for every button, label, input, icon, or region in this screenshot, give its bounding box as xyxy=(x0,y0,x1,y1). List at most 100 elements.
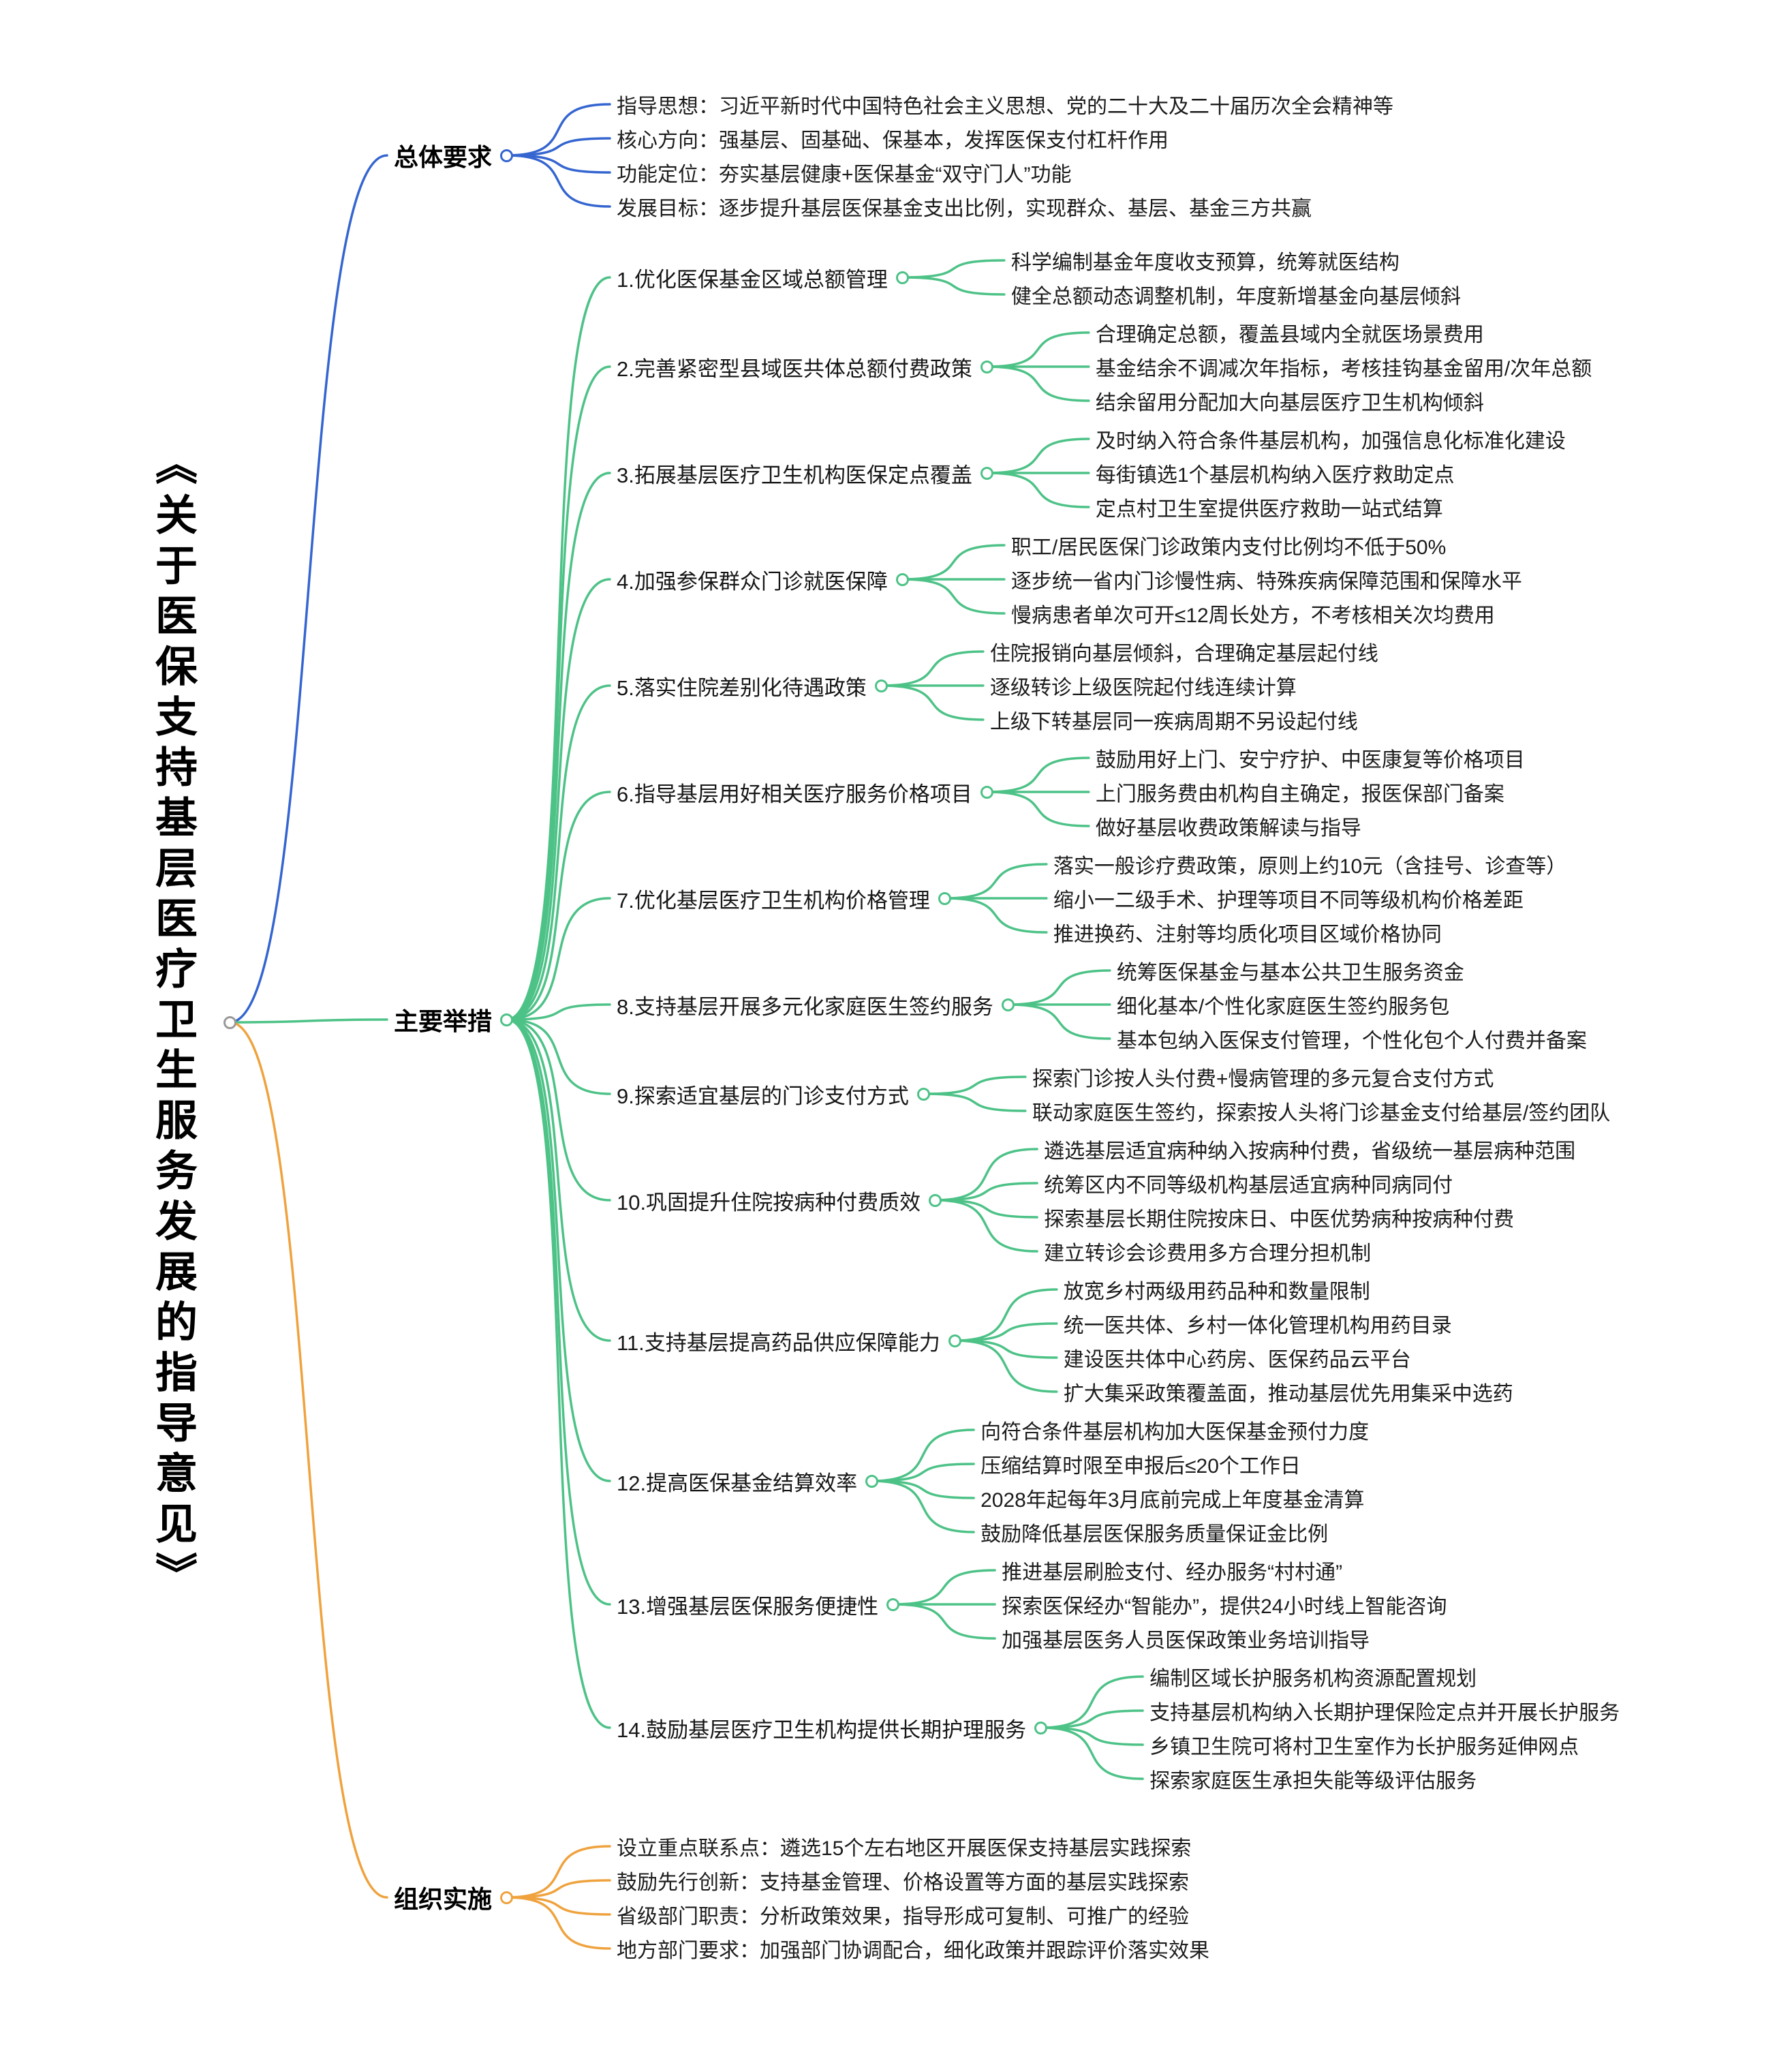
leaf-label[interactable]: 推进基层刷脸支付、经办服务“村村通” xyxy=(1002,1561,1343,1584)
branch-handle-icon[interactable] xyxy=(500,1013,514,1026)
topic-label[interactable]: 9.探索适宜基层的门诊支付方式 xyxy=(617,1084,909,1108)
leaf-label[interactable]: 职工/居民医保门诊政策内支付比例均不低于50% xyxy=(1010,536,1447,559)
topic-label[interactable]: 3.拓展基层医疗卫生机构医保定点覆盖 xyxy=(617,463,972,487)
topic-head: 9.探索适宜基层的门诊支付方式 xyxy=(617,1079,930,1110)
branch-handle-icon[interactable] xyxy=(500,149,514,162)
leaf-label[interactable]: 建立转诊会诊费用多方合理分担机制 xyxy=(1044,1242,1372,1265)
leaf: 统一医共体、乡村一体化管理机构用药目录 xyxy=(1064,1306,1513,1341)
leaf-label[interactable]: 联动家庭医生签约，探索按人头将门诊基金支付给基层/签约团队 xyxy=(1032,1102,1611,1125)
leaf-label[interactable]: 统一医共体、乡村一体化管理机构用药目录 xyxy=(1063,1315,1452,1337)
topic: 12.提高医保基金结算效率 向符合条件基层机构加大医保基金预付力度 压缩结算时限至申… xyxy=(617,1413,1620,1549)
leaf-label[interactable]: 结余留用分配加大向基层医疗卫生机构倾斜 xyxy=(1095,392,1484,414)
topic-label[interactable]: 14.鼓励基层医疗卫生机构提供长期护理服务 xyxy=(617,1717,1027,1742)
leaf-label[interactable]: 功能定位：夯实基层健康+医保基金“双守门人”功能 xyxy=(617,164,1072,186)
topic-handle-icon[interactable] xyxy=(895,271,909,284)
leaf-label[interactable]: 细化基本/个性化家庭医生签约服务包 xyxy=(1116,996,1450,1018)
root-topic-title[interactable]: 《关于医保支持基层医疗卫生服务发展的指导意见》 xyxy=(148,442,198,1602)
branch-label[interactable]: 主要举措 xyxy=(394,1007,493,1035)
topic-handle-icon[interactable] xyxy=(929,1193,942,1207)
topic-handle-icon[interactable] xyxy=(938,891,951,905)
topic-handle-icon[interactable] xyxy=(980,360,993,373)
leaf-label[interactable]: 设立重点联系点：遴选15个左右地区开展医保支持基层实践探索 xyxy=(617,1837,1192,1860)
leaf-label[interactable]: 遴选基层适宜病种纳入按病种付费，省级统一基层病种范围 xyxy=(1044,1140,1576,1163)
topic-label[interactable]: 1.优化医保基金区域总额管理 xyxy=(617,267,888,292)
leaf-label[interactable]: 缩小一二级手术、护理等项目不同等级机构价格差距 xyxy=(1053,889,1524,912)
topic-label[interactable]: 6.指导基层用好相关医疗服务价格项目 xyxy=(617,782,972,806)
topic-label[interactable]: 7.优化基层医疗卫生机构价格管理 xyxy=(617,888,930,913)
leaf-label[interactable]: 定点村卫生室提供医疗救助一站式结算 xyxy=(1095,498,1443,521)
leaf-label[interactable]: 核心方向：强基层、固基础、保基本，发挥医保支付杠杆作用 xyxy=(617,129,1169,152)
topic-label[interactable]: 13.增强基层医保服务便捷性 xyxy=(617,1594,879,1619)
leaf-label[interactable]: 基金结余不调减次年指标，考核挂钩基金留用/次年总额 xyxy=(1095,358,1592,380)
leaf-label[interactable]: 健全总额动态调整机制，年度新增基金向基层倾斜 xyxy=(1010,286,1461,308)
leaf-label[interactable]: 统筹区内不同等级机构基层适宜病种同病同付 xyxy=(1044,1174,1453,1197)
topic-label[interactable]: 5.落实住院差别化待遇政策 xyxy=(617,675,867,700)
leaf-label[interactable]: 指导思想：习近平新时代中国特色社会主义思想、党的二十大及二十届历次全会精神等 xyxy=(617,95,1393,118)
topic-handle-icon[interactable] xyxy=(1001,998,1015,1011)
topic-children: 放宽乡村两级用药品种和数量限制统一医共体、乡村一体化管理机构用药目录 建设医共体中… xyxy=(1064,1272,1513,1409)
topic-label[interactable]: 11.支持基层提高药品供应保障能力 xyxy=(617,1330,940,1355)
leaf-label[interactable]: 合理确定总额，覆盖县域内全就医场景费用 xyxy=(1095,324,1484,346)
branch-handle-icon[interactable] xyxy=(500,1891,514,1904)
leaf-label[interactable]: 乡镇卫生院可将村卫生室作为长护服务延伸网点 xyxy=(1149,1736,1579,1758)
topic-label[interactable]: 4.加强参保群众门诊就医保障 xyxy=(617,569,888,594)
leaf-label[interactable]: 探索门诊按人头付费+慢病管理的多元复合支付方式 xyxy=(1032,1068,1494,1090)
leaf-label[interactable]: 加强基层医务人员医保政策业务培训指导 xyxy=(1002,1630,1370,1652)
leaf-label[interactable]: 压缩结算时限至申报后≤20个工作日 xyxy=(980,1455,1301,1478)
leaf-label[interactable]: 发展目标：逐步提升基层医保基金支出比例，实现群众、基层、基金三方共赢 xyxy=(617,198,1312,220)
topic-handle-icon[interactable] xyxy=(1034,1721,1048,1735)
leaf-label[interactable]: 上级下转基层同一疾病周期不另设起付线 xyxy=(989,711,1358,733)
leaf-label[interactable]: 鼓励用好上门、安宁疗护、中医康复等价格项目 xyxy=(1095,749,1525,771)
branch-label[interactable]: 总体要求 xyxy=(394,143,493,171)
leaf-label[interactable]: 基本包纳入医保支付管理，个性化包个人付费并备案 xyxy=(1116,1030,1587,1052)
leaf-label[interactable]: 慢病患者单次可开≤12周长处方，不考核相关次均费用 xyxy=(1010,605,1495,627)
leaf-label[interactable]: 地方部门要求：加强部门协调配合，细化政策并跟踪评价落实效果 xyxy=(617,1940,1209,1962)
topic-label[interactable]: 2.完善紧密型县域医共体总额付费政策 xyxy=(617,356,972,381)
leaf-label[interactable]: 及时纳入符合条件基层机构，加强信息化标准化建设 xyxy=(1095,430,1566,453)
leaf-label[interactable]: 探索家庭医生承担失能等级评估服务 xyxy=(1149,1770,1477,1792)
root-handle-icon[interactable] xyxy=(223,1015,236,1029)
leaf-label[interactable]: 逐步统一省内门诊慢性病、特殊疾病保障范围和保障水平 xyxy=(1010,570,1522,593)
topic-handle-icon[interactable] xyxy=(895,572,909,586)
leaf-label[interactable]: 2028年起每年3月底前完成上年度基金清算 xyxy=(980,1489,1365,1512)
leaf-label[interactable]: 建设医共体中心药房、医保药品云平台 xyxy=(1063,1349,1411,1371)
leaf-label[interactable]: 放宽乡村两级用药品种和数量限制 xyxy=(1063,1281,1370,1303)
leaf-label[interactable]: 住院报销向基层倾斜，合理确定基层起付线 xyxy=(989,643,1378,665)
branch-label[interactable]: 组织实施 xyxy=(394,1885,493,1913)
leaf-label[interactable]: 扩大集采政策覆盖面，推动基层优先用集采中选药 xyxy=(1063,1383,1513,1405)
leaf: 放宽乡村两级用药品种和数量限制 xyxy=(1064,1272,1513,1306)
leaf-label[interactable]: 探索基层长期住院按床日、中医优势病种按病种付费 xyxy=(1044,1208,1515,1231)
root-topic[interactable]: 《关于医保支持基层医疗卫生服务发展的指导意见》 xyxy=(142,442,236,1602)
topic-handle-icon[interactable] xyxy=(916,1087,930,1101)
topic-handle-icon[interactable] xyxy=(948,1334,961,1347)
leaf-label[interactable]: 鼓励先行创新：支持基金管理、价格设置等方面的基层实践探索 xyxy=(617,1871,1189,1894)
leaf-label[interactable]: 做好基层收费政策解读与指导 xyxy=(1095,817,1361,840)
leaf: 健全总额动态调整机制，年度新增基金向基层倾斜 xyxy=(1011,277,1461,311)
leaf-label[interactable]: 推进换药、注射等均质化项目区域价格协同 xyxy=(1053,923,1442,946)
leaf: 向符合条件基层机构加大医保基金预付力度 xyxy=(980,1413,1369,1447)
leaf: 支持基层机构纳入长期护理保险定点并开展长护服务 xyxy=(1149,1694,1620,1728)
leaf: 乡镇卫生院可将村卫生室作为长护服务延伸网点 xyxy=(1149,1728,1620,1762)
topic-handle-icon[interactable] xyxy=(980,466,993,480)
topic-label[interactable]: 8.支持基层开展多元化家庭医生签约服务 xyxy=(617,994,993,1019)
topic-handle-icon[interactable] xyxy=(865,1474,879,1488)
leaf-label[interactable]: 省级部门职责：分析政策效果，指导形成可复制、可推广的经验 xyxy=(617,1906,1189,1928)
topic-label[interactable]: 12.提高医保基金结算效率 xyxy=(617,1471,858,1495)
topic-children: 及时纳入符合条件基层机构，加强信息化标准化建设 每街镇选1个基层机构纳入医疗救助定… xyxy=(1096,422,1566,524)
leaf-label[interactable]: 鼓励降低基层医保服务质量保证金比例 xyxy=(980,1523,1329,1546)
leaf-label[interactable]: 探索医保经办“智能办”，提供24小时线上智能咨询 xyxy=(1002,1595,1447,1618)
topic-handle-icon[interactable] xyxy=(886,1598,900,1611)
leaf-label[interactable]: 统筹医保基金与基本公共卫生服务资金 xyxy=(1116,962,1464,984)
leaf-label[interactable]: 落实一般诊疗费政策，原则上约10元（含挂号、诊查等） xyxy=(1053,855,1567,878)
topic-handle-icon[interactable] xyxy=(874,679,888,692)
leaf-label[interactable]: 每街镇选1个基层机构纳入医疗救助定点 xyxy=(1095,464,1455,487)
leaf-label[interactable]: 向符合条件基层机构加大医保基金预付力度 xyxy=(980,1421,1370,1443)
topic-handle-icon[interactable] xyxy=(980,785,993,799)
leaf-label[interactable]: 逐级转诊上级医院起付线连续计算 xyxy=(989,677,1297,699)
topic-head: 3.拓展基层医疗卫生机构医保定点覆盖 xyxy=(617,458,993,489)
leaf-label[interactable]: 上门服务费由机构自主确定，报医保部门备案 xyxy=(1095,783,1504,806)
topic-label[interactable]: 10.巩固提升住院按病种付费质效 xyxy=(617,1190,921,1214)
leaf-label[interactable]: 编制区域长护服务机构资源配置规划 xyxy=(1149,1668,1477,1690)
leaf-label[interactable]: 科学编制基金年度收支预算，统筹就医结构 xyxy=(1010,251,1400,274)
leaf-label[interactable]: 支持基层机构纳入长期护理保险定点并开展长护服务 xyxy=(1149,1702,1620,1724)
